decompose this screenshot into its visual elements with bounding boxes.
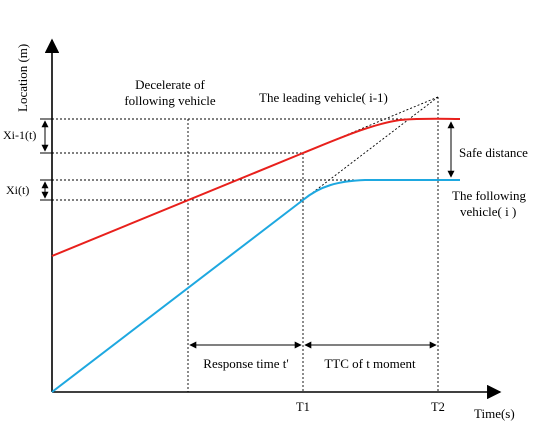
tick-t1: T1 (296, 400, 310, 414)
response-time-label: Response time t' (203, 356, 288, 371)
x-leading-label: Xi-1(t) (3, 128, 36, 142)
decelerate-label-line1: Decelerate of (135, 77, 205, 92)
safe-distance-label: Safe distance (459, 145, 528, 160)
following-vehicle-label-line2: vehicle( i ) (460, 204, 516, 219)
x-axis-label: Time(s) (474, 406, 515, 421)
y-axis-label: Location (m) (15, 44, 30, 112)
projection-following (302, 96, 439, 201)
following-vehicle-label-line1: The following (452, 188, 527, 203)
tick-t2: T2 (431, 400, 445, 414)
leading-vehicle-label: The leading vehicle( i-1) (259, 90, 388, 105)
following-vehicle-curve (51, 179, 460, 393)
ttc-label: TTC of t moment (324, 356, 416, 371)
leading-vehicle-curve (51, 117, 461, 257)
decelerate-label-line2: following vehicle (124, 93, 216, 108)
x-following-label: Xi(t) (6, 183, 29, 197)
